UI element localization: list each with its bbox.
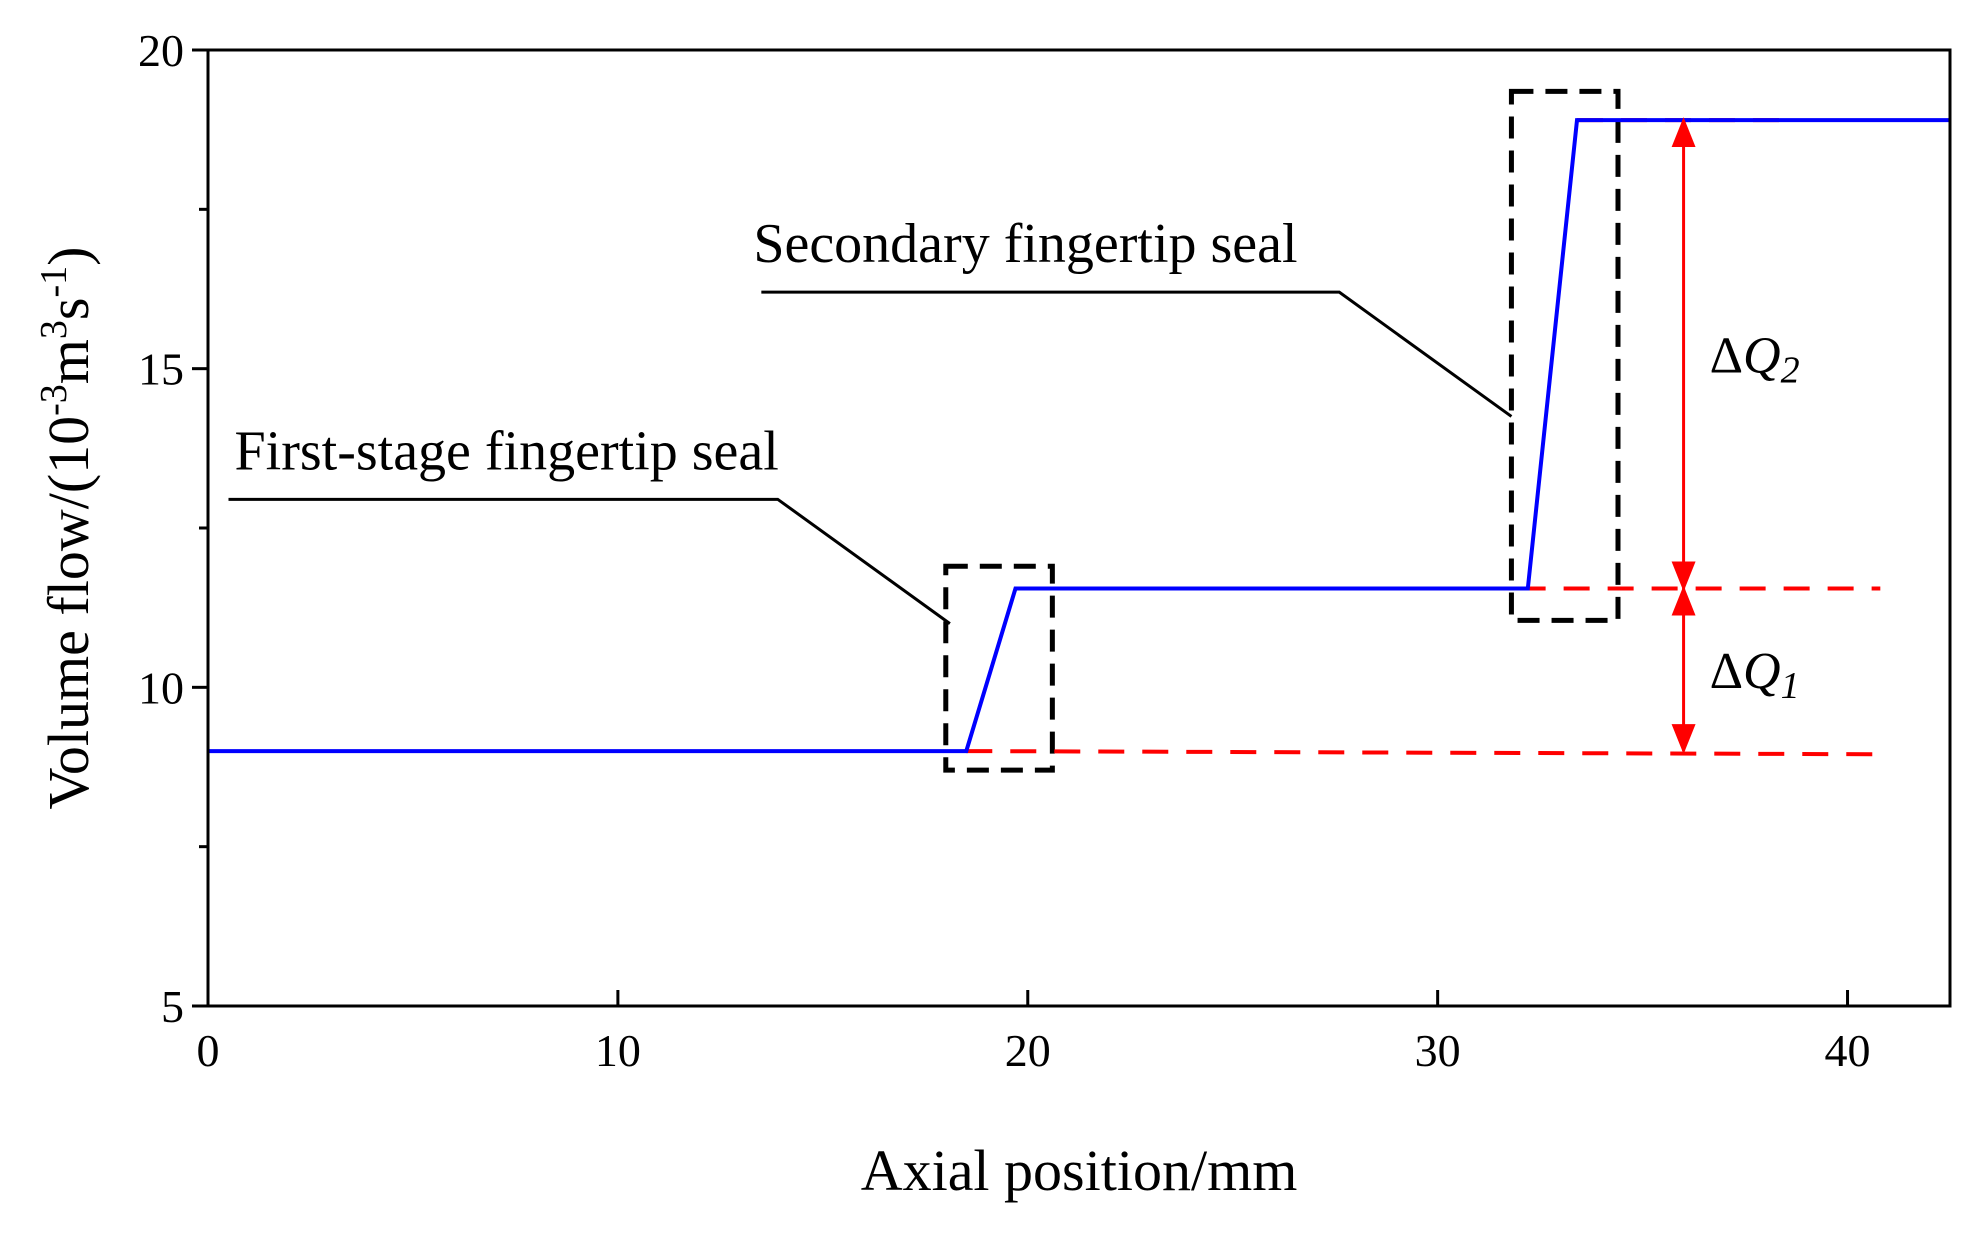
annotations: First-stage fingertip seal Secondary fing…: [228, 117, 1800, 755]
x-tick-label: 20: [1005, 1025, 1051, 1076]
delta-label-2: ΔQ2: [1710, 327, 1800, 391]
y-axis-title: Volume flow/(10-3m3s-1): [33, 247, 101, 810]
x-tick-label: 10: [595, 1025, 641, 1076]
x-tick-label: 40: [1825, 1025, 1871, 1076]
delta-label-1: ΔQ1: [1710, 643, 1800, 707]
y-tick-label: 20: [138, 25, 184, 76]
reference-line-1: [966, 749, 1881, 757]
x-tick-label: 30: [1415, 1025, 1461, 1076]
highlight-box-2: [1508, 88, 1621, 623]
highlight-box-1: [943, 563, 1055, 773]
annotation-leader-1: [228, 497, 951, 625]
axis-ticks: 0 10 20 30 40 5 10 15 20: [138, 25, 1871, 1076]
plot-frame: [206, 48, 1952, 1008]
annotation-leader-2: [761, 290, 1513, 418]
x-tick-label: 0: [197, 1025, 220, 1076]
x-axis-title: Axial position/mm: [861, 1138, 1298, 1203]
annotation-label-2: Secondary fingertip seal: [753, 213, 1297, 275]
y-tick-label: 10: [138, 662, 184, 713]
series-line-1: [208, 118, 1950, 754]
y-tick-label: 15: [138, 344, 184, 395]
y-tick-label: 5: [161, 981, 184, 1032]
annotation-label-1: First-stage fingertip seal: [234, 420, 778, 482]
